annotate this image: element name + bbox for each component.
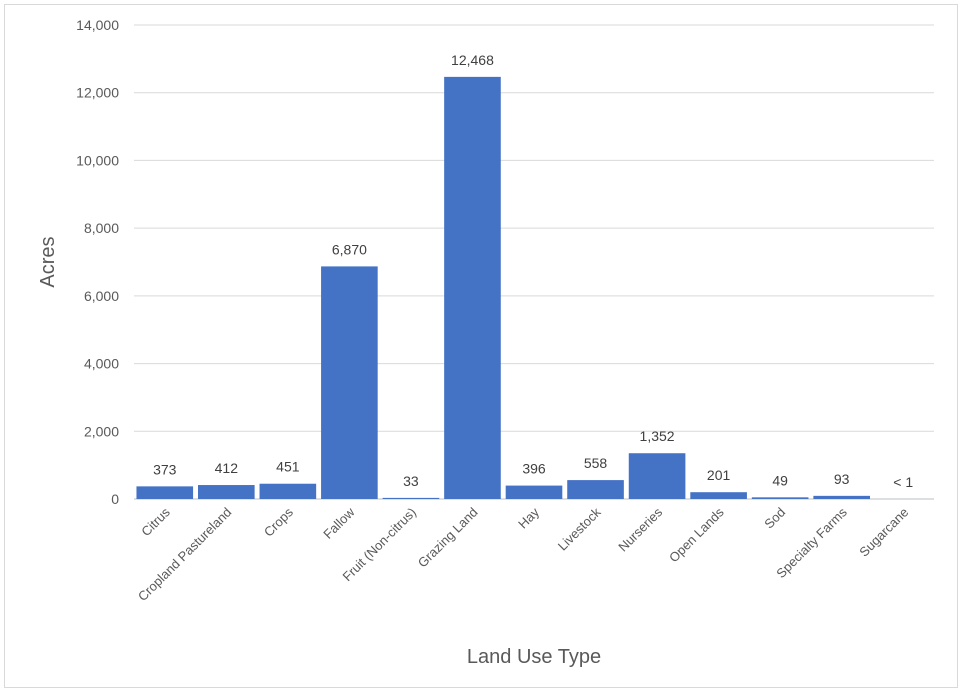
data-label: 49 — [772, 472, 788, 488]
bar-chart: 02,0004,0006,0008,00010,00012,00014,000 … — [37, 17, 934, 668]
y-axis-title: Acres — [37, 236, 59, 287]
x-tick-label: Hay — [515, 504, 542, 531]
y-tick-label: 4,000 — [84, 356, 119, 372]
data-label: 412 — [215, 460, 239, 476]
x-tick-label: Sugarcane — [856, 505, 911, 560]
y-tick-label: 12,000 — [76, 85, 119, 101]
bars — [136, 76, 932, 499]
bar — [813, 495, 870, 499]
data-label: 6,870 — [332, 241, 367, 257]
gridlines — [134, 24, 934, 500]
x-tick-label: Open Lands — [666, 504, 727, 565]
bar — [567, 480, 624, 499]
x-tick-label: Crops — [261, 504, 296, 539]
x-tick-label: Livestock — [555, 504, 604, 553]
y-tick-label: 0 — [111, 491, 119, 507]
data-label: 12,468 — [451, 52, 494, 68]
y-axis-ticks: 0 2,000 4,000 6,000 8,000 10,000 12,000 14,000 — [76, 17, 119, 507]
bar — [505, 485, 563, 499]
y-tick-label: 6,000 — [84, 288, 119, 304]
x-tick-label: Nurseries — [615, 504, 665, 554]
data-label: 1,352 — [640, 428, 675, 444]
bar — [259, 483, 317, 499]
data-label: 93 — [834, 471, 850, 487]
data-labels: 373 412 451 6,870 33 12,468 396 558 1,352 201 49 93… — [153, 52, 913, 490]
data-label: 396 — [522, 461, 546, 477]
x-tick-label: Grazing Land — [415, 505, 481, 571]
data-label: 451 — [276, 459, 300, 475]
bar — [136, 486, 194, 499]
bar — [444, 76, 501, 499]
y-tick-label: 2,000 — [84, 423, 119, 439]
bar — [690, 492, 747, 499]
y-tick-label: 14,000 — [76, 17, 119, 33]
data-label: 558 — [584, 455, 608, 471]
x-tick-label: Sod — [761, 505, 788, 532]
data-label: < 1 — [893, 474, 913, 490]
bar — [628, 453, 686, 499]
y-tick-label: 8,000 — [84, 220, 119, 236]
bar — [321, 266, 378, 499]
bar — [382, 497, 440, 499]
chart-frame: 0 2,000 4,000 6,000 8,000 10,000 12,000 14,000 … — [4, 4, 958, 688]
data-label: 201 — [707, 467, 731, 483]
data-label: 373 — [153, 461, 177, 477]
x-axis-title: Land Use Type — [467, 646, 601, 668]
bar — [198, 485, 255, 499]
bar — [751, 497, 809, 499]
y-tick-label: 10,000 — [76, 152, 119, 168]
data-label: 33 — [403, 473, 419, 489]
x-tick-label: Citrus — [138, 504, 173, 539]
x-tick-label: Fallow — [320, 504, 358, 542]
